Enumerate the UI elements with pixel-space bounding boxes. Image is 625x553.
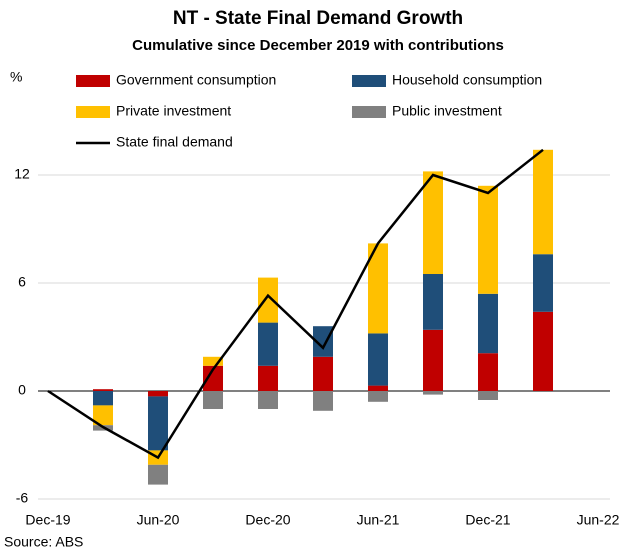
- chart-subtitle: Cumulative since December 2019 with cont…: [132, 37, 504, 54]
- legend-label: Public investment: [392, 103, 502, 119]
- x-tick-label: Jun-20: [137, 512, 180, 528]
- y-tick-label: -6: [16, 490, 29, 506]
- legend-swatch: [352, 75, 386, 87]
- bar: [203, 356, 223, 366]
- bar: [93, 405, 113, 426]
- x-tick-label: Jun-21: [357, 512, 400, 528]
- bar: [423, 391, 443, 395]
- bar: [423, 329, 443, 391]
- bar: [533, 149, 553, 255]
- source: Source: ABS: [4, 534, 83, 550]
- bar: [148, 391, 168, 397]
- legend-label: Private investment: [116, 103, 231, 119]
- legend-swatch: [352, 106, 386, 118]
- y-tick-label: 6: [18, 274, 26, 290]
- chart-title: NT - State Final Demand Growth: [173, 8, 463, 29]
- bar: [313, 326, 333, 357]
- legend-label: State final demand: [116, 134, 233, 150]
- bar: [203, 391, 223, 409]
- bar: [313, 391, 333, 411]
- bar: [93, 391, 113, 406]
- bar: [258, 365, 278, 391]
- legend-label: Government consumption: [116, 72, 276, 88]
- y-axis-label: %: [10, 69, 22, 85]
- bar: [478, 185, 498, 294]
- bar: [423, 274, 443, 330]
- x-tick-label: Dec-20: [245, 512, 290, 528]
- bar: [533, 311, 553, 391]
- bar: [478, 293, 498, 354]
- bar: [368, 243, 388, 334]
- bar: [478, 353, 498, 391]
- legend-swatch: [76, 75, 110, 87]
- bar: [368, 385, 388, 391]
- bar: [533, 254, 553, 312]
- bar: [478, 391, 498, 400]
- y-tick-label: 12: [14, 166, 30, 182]
- x-tick-label: Dec-19: [25, 512, 70, 528]
- x-tick-label: Dec-21: [465, 512, 510, 528]
- bar: [93, 389, 113, 391]
- bar: [258, 322, 278, 366]
- x-tick-label: Jun-22: [577, 512, 620, 528]
- line: [47, 148, 544, 460]
- bar: [203, 365, 223, 391]
- legend-swatch: [76, 106, 110, 118]
- bar: [148, 464, 168, 485]
- bar: [423, 171, 443, 274]
- y-tick-label: 0: [18, 382, 26, 398]
- bar: [368, 391, 388, 402]
- bar: [368, 333, 388, 386]
- bar: [313, 356, 333, 391]
- bar: [258, 277, 278, 323]
- legend-label: Household consumption: [392, 72, 542, 88]
- bar: [258, 391, 278, 409]
- bar: [148, 396, 168, 451]
